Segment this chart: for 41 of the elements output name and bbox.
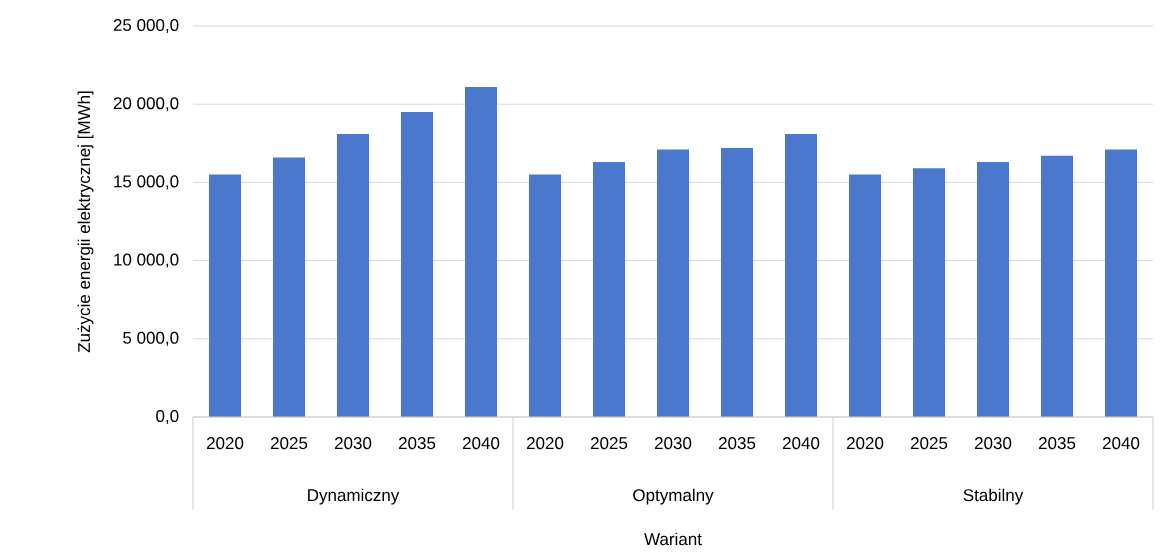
bar [913,168,946,417]
x-tick-label: 2020 [206,437,244,450]
x-tick-label: 2025 [910,437,948,450]
x-tick-label: 2035 [398,437,436,450]
bar [273,157,305,417]
y-tick-label: 20 000,0 [113,97,179,112]
text: Optymalny [633,488,714,505]
bar [209,174,241,417]
bar [593,162,626,417]
x-tick-label: 2040 [1102,437,1140,450]
y-axis-title: Zużycie energii elektrycznej [MWh] [77,91,94,353]
bar [401,112,433,417]
x-tick-label: 2035 [718,437,756,450]
text: Stabilny [963,488,1024,505]
x-axis-title: Wariant [644,532,702,546]
x-tick-label: 2025 [590,437,628,450]
y-tick-label: 5 000,0 [123,331,179,346]
bar [529,174,561,417]
x-tick-label: 2035 [1038,437,1076,450]
x-tick-label: 2030 [974,437,1012,450]
y-tick-label: 15 000,0 [114,175,179,190]
text: Dynamiczny [308,488,400,505]
x-tick-label: 2040 [462,437,500,450]
y-tick-label: 25 000,0 [113,18,179,34]
x-tick-label: 2020 [526,437,564,450]
bar [1105,149,1138,417]
bar [337,133,369,417]
x-tick-label: 2020 [846,437,884,450]
x-tick-label: 2025 [270,437,308,450]
x-tick-label: 2030 [654,437,692,450]
bar [977,162,1010,417]
bar [1041,155,1074,417]
x-tick-label: 2040 [782,437,820,450]
y-tick-label: 10 000,0 [114,253,179,268]
y-tick-label: 0,0 [156,409,179,425]
bar [721,147,754,417]
bar [785,133,818,417]
bar [465,86,497,417]
bar [657,149,690,417]
bar [849,174,882,417]
x-tick-label: 2030 [334,437,372,450]
